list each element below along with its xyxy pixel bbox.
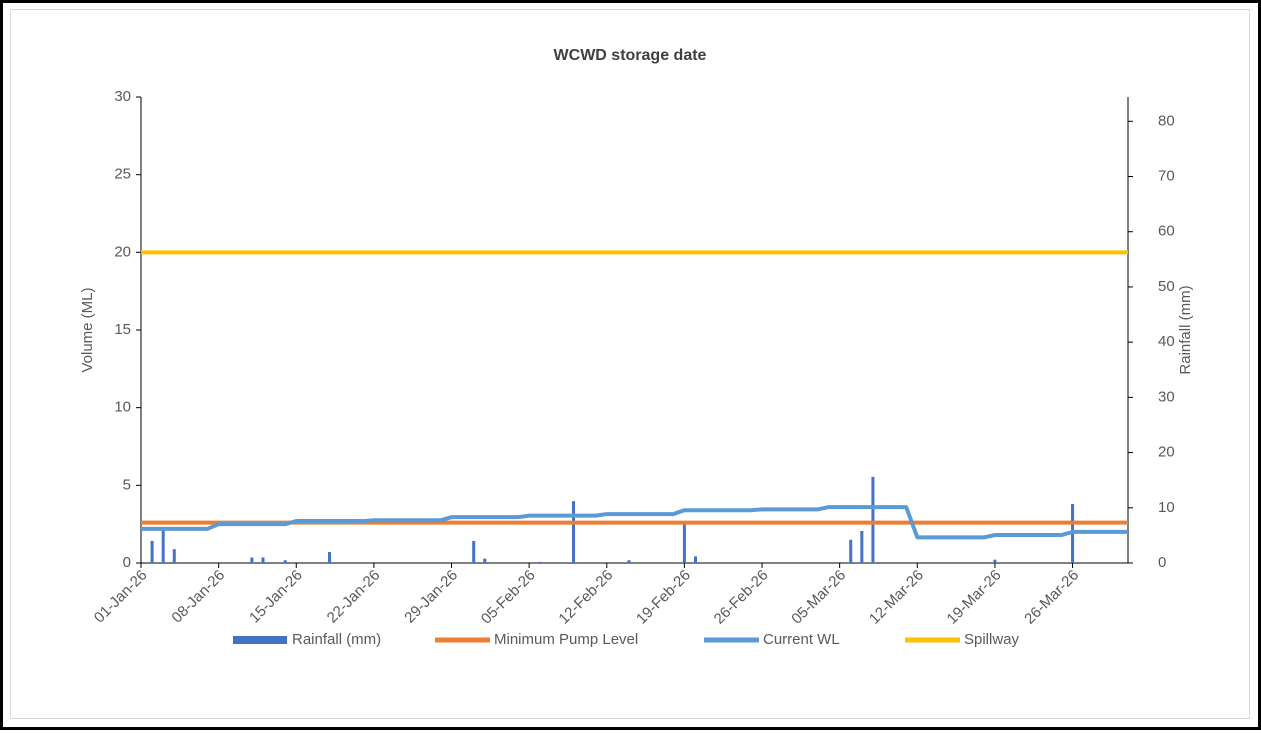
bar — [250, 557, 254, 563]
bar — [993, 559, 997, 563]
y2-tick-label: 80 — [1158, 112, 1175, 129]
bar — [860, 530, 864, 563]
bar — [627, 560, 631, 563]
y2-tick-label: 30 — [1158, 388, 1175, 405]
chart-title: WCWD storage date — [554, 47, 707, 64]
y2-axis-title: Rainfall (mm) — [1177, 285, 1194, 374]
bar — [283, 560, 287, 563]
bar — [538, 561, 542, 563]
y2-tick-label: 50 — [1158, 278, 1175, 295]
y2-tick-label: 0 — [1158, 554, 1166, 571]
bar — [693, 556, 697, 563]
bar — [483, 558, 487, 563]
y2-tick-label: 70 — [1158, 167, 1175, 184]
bar — [871, 476, 875, 563]
y2-tick-label: 60 — [1158, 223, 1175, 240]
y-tick-label: 30 — [114, 88, 131, 105]
bar — [261, 557, 265, 563]
legend-swatch — [233, 636, 287, 644]
legend-label: Rainfall (mm) — [292, 631, 381, 648]
y-axis-title: Volume (ML) — [79, 287, 96, 372]
bar — [682, 521, 686, 563]
y2-tick-label: 20 — [1158, 444, 1175, 461]
bar — [849, 539, 853, 563]
legend-label: Minimum Pump Level — [494, 631, 638, 648]
legend-label: Spillway — [964, 631, 1020, 648]
y-tick-label: 15 — [114, 321, 131, 338]
bar — [150, 540, 154, 563]
legend-label: Current WL — [763, 631, 840, 648]
line-series — [141, 505, 1128, 540]
y-tick-label: 20 — [114, 243, 131, 260]
bar — [161, 528, 165, 563]
bar — [572, 501, 576, 563]
bar — [328, 551, 332, 563]
y-tick-label: 5 — [123, 476, 131, 493]
y-tick-label: 25 — [114, 166, 131, 183]
y2-tick-label: 40 — [1158, 333, 1175, 350]
bar — [172, 549, 176, 563]
bar — [472, 540, 476, 563]
y2-tick-label: 10 — [1158, 499, 1175, 516]
chart-frame — [10, 9, 1250, 719]
y-tick-label: 0 — [123, 554, 131, 571]
y-tick-label: 10 — [114, 399, 131, 416]
